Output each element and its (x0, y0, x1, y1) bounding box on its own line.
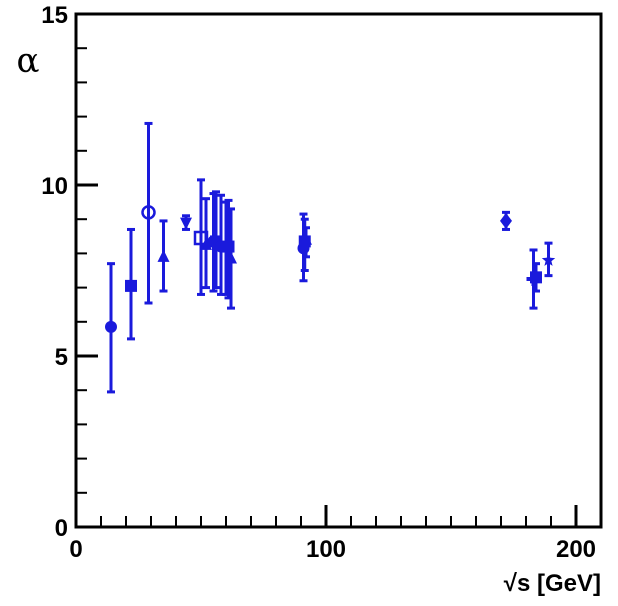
data-point (125, 227, 137, 341)
marker-triangle-up (200, 237, 212, 250)
data-point (141, 121, 156, 305)
x-axis-title: √s [GeV] (504, 570, 601, 597)
marker-star (541, 253, 556, 266)
marker-triangle-up (300, 232, 312, 245)
data-point (541, 241, 556, 278)
tick-labels: 0 5 10 15 0 100 200 (41, 2, 596, 563)
x-tick-label: 0 (69, 536, 82, 563)
x-tick-label: 200 (556, 536, 596, 563)
axis-ticks (74, 12, 602, 529)
plot-frame (74, 12, 603, 529)
marker-triangle-up (157, 249, 170, 262)
data-point (300, 226, 312, 259)
marker-diamond (500, 212, 512, 229)
marker-circle (105, 320, 117, 333)
data-point (180, 214, 192, 231)
marker-circle-open (141, 205, 156, 220)
data-point (193, 178, 209, 296)
data-point (105, 262, 117, 394)
y-tick-label: 15 (41, 2, 68, 29)
y-axis-title: α (17, 41, 40, 81)
data-point (200, 197, 212, 290)
data-point (222, 198, 235, 300)
data-point (157, 219, 170, 293)
y-tick-label: 10 (41, 173, 68, 200)
data-point (225, 207, 237, 310)
x-tick-label: 100 (306, 536, 346, 563)
y-tick-label: 5 (55, 344, 68, 371)
marker-square (530, 271, 542, 284)
marker-triangle-down (180, 217, 192, 230)
y-tick-label: 0 (55, 515, 68, 542)
marker-square (222, 240, 235, 253)
marker-triangle-up (225, 251, 237, 264)
data-point (530, 262, 542, 293)
data-point (500, 210, 512, 231)
marker-square (125, 279, 137, 292)
data-points (105, 121, 556, 394)
